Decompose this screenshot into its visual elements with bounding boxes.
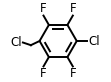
Text: F: F xyxy=(40,2,46,15)
Text: F: F xyxy=(40,67,46,80)
Text: F: F xyxy=(70,67,76,80)
Text: Cl: Cl xyxy=(88,35,100,47)
Text: Cl: Cl xyxy=(11,36,22,49)
Text: F: F xyxy=(70,2,76,15)
